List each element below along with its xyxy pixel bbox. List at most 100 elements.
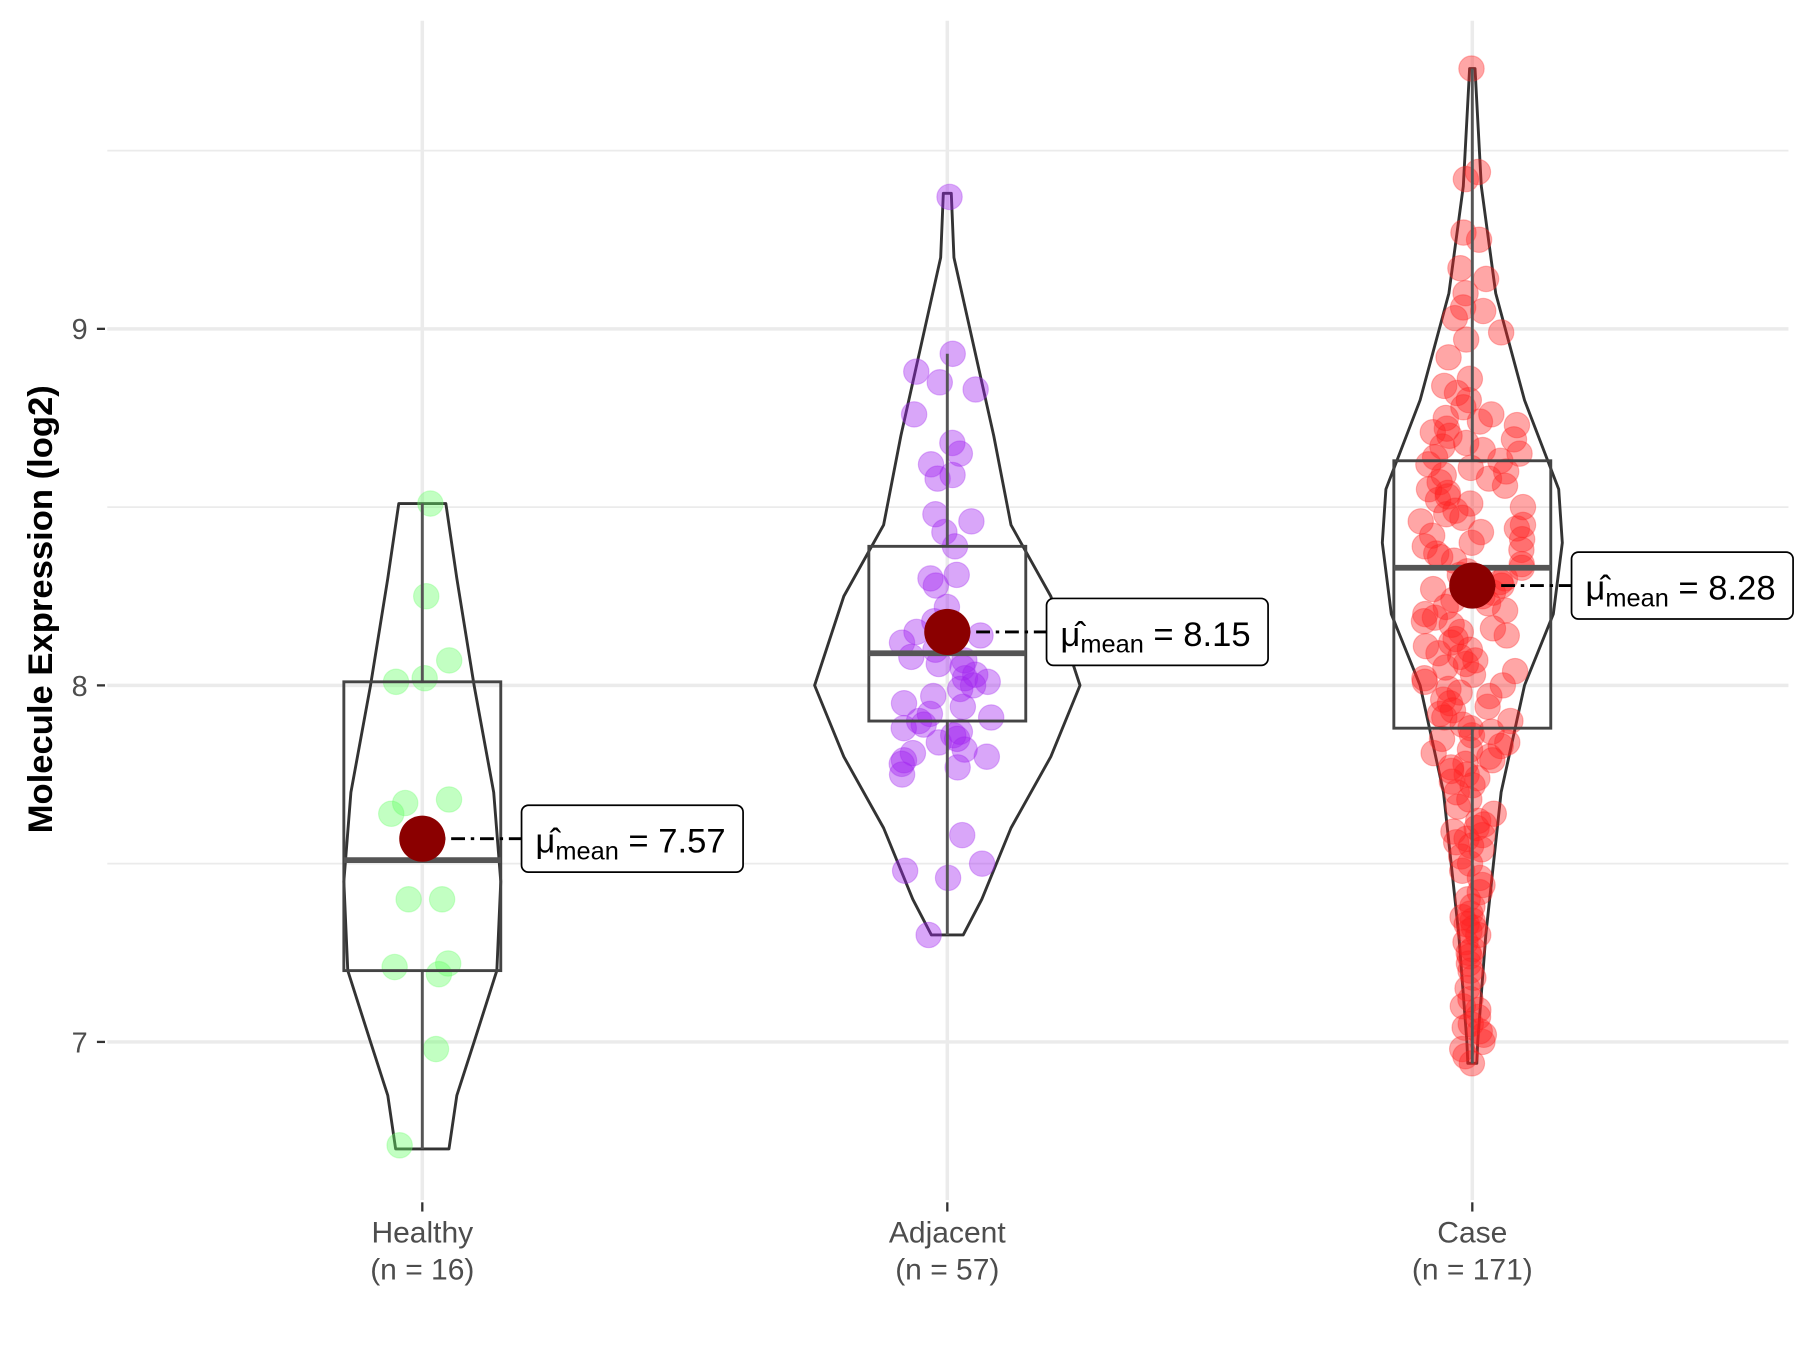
data-point (1447, 643, 1474, 671)
data-point (1436, 689, 1464, 717)
data-point (391, 789, 419, 817)
data-point (1459, 661, 1487, 688)
mean-label-box (1570, 551, 1794, 620)
data-point (917, 451, 945, 478)
data-point (1463, 814, 1490, 842)
data-point (435, 647, 463, 674)
x-tick-label: Case (1437, 1217, 1507, 1250)
data-point (919, 682, 947, 710)
data-point (1431, 704, 1458, 731)
mean-point (1449, 562, 1496, 609)
data-point (974, 668, 1001, 696)
data-point (1428, 725, 1456, 753)
data-point (1469, 871, 1496, 899)
data-point (1467, 518, 1495, 546)
data-point (1426, 468, 1453, 496)
violin-outline (1380, 67, 1564, 1065)
data-point (435, 786, 463, 813)
data-point (1465, 226, 1493, 253)
data-point (944, 754, 971, 781)
data-point (1421, 604, 1449, 631)
box (867, 544, 1028, 723)
data-point (1456, 943, 1484, 970)
data-point (1432, 654, 1459, 681)
data-point (1469, 821, 1496, 849)
data-point (899, 739, 927, 767)
data-point (1456, 786, 1483, 813)
data-point (967, 622, 994, 649)
data-point (1443, 779, 1471, 806)
x-tick-count-label: (n = 57) (895, 1254, 999, 1287)
data-point (922, 572, 950, 599)
x-tick-label: Healthy (371, 1217, 473, 1250)
data-point (910, 711, 937, 738)
data-point (898, 643, 925, 671)
data-point (1425, 640, 1452, 667)
data-point (1454, 886, 1481, 913)
data-point (1437, 629, 1465, 656)
data-point (977, 704, 1005, 731)
data-point (1468, 836, 1495, 863)
group-adjacent: μ̂mean = 8.15 (813, 183, 1269, 949)
data-point (1493, 622, 1521, 649)
data-point (411, 664, 438, 692)
data-point (1407, 508, 1435, 535)
data-point (1426, 700, 1454, 728)
data-point (951, 736, 978, 763)
data-point (1430, 461, 1458, 489)
box (342, 680, 503, 973)
data-point (1480, 800, 1508, 828)
data-point (1479, 746, 1506, 774)
y-tick-label: 7 (72, 1027, 88, 1059)
data-point (1487, 732, 1514, 760)
mean-label-box (1045, 597, 1269, 667)
data-point (939, 340, 966, 368)
data-point (890, 689, 918, 717)
data-point (968, 850, 996, 877)
data-point (1456, 490, 1484, 517)
data-point (946, 675, 974, 703)
box (1392, 459, 1553, 730)
data-point (1452, 650, 1480, 678)
data-point (1443, 379, 1471, 407)
data-point (948, 821, 976, 849)
data-point (1509, 511, 1537, 539)
data-point (417, 490, 444, 517)
axes: 7 8 9 Healthy (n = 16) Adjacent (n = 57) Case (n… (72, 314, 1533, 1286)
data-point (1491, 597, 1519, 624)
data-point (888, 761, 916, 788)
data-point (1419, 575, 1447, 603)
data-point (1462, 647, 1489, 674)
data-point (891, 857, 919, 885)
data-point (1491, 472, 1519, 499)
data-point (1474, 693, 1501, 721)
data-point (1410, 607, 1438, 635)
data-point (1440, 818, 1467, 845)
data-point (1411, 533, 1439, 560)
data-point (951, 664, 979, 692)
data-point (1456, 850, 1484, 877)
data-point (395, 886, 422, 913)
data-point (1469, 1028, 1496, 1056)
data-point (1449, 504, 1476, 532)
y-axis-label: Molecule Expression (log2) (22, 385, 60, 833)
data-point (1457, 957, 1484, 984)
data-point (1500, 426, 1528, 453)
data-point (1446, 679, 1473, 706)
data-point (1455, 939, 1482, 967)
data-point (1442, 497, 1469, 524)
data-point (1457, 985, 1484, 1013)
data-point (1475, 465, 1503, 492)
data-point (1447, 618, 1475, 646)
data-point (1508, 525, 1536, 553)
data-point (888, 750, 916, 778)
data-point (1432, 593, 1460, 621)
data-point (1478, 401, 1505, 428)
data-point (1437, 754, 1465, 781)
x-tick-label: Adjacent (889, 1217, 1006, 1250)
data-point (900, 401, 928, 428)
data-point (428, 886, 456, 913)
data-point (412, 582, 440, 610)
data-point (1508, 536, 1535, 564)
